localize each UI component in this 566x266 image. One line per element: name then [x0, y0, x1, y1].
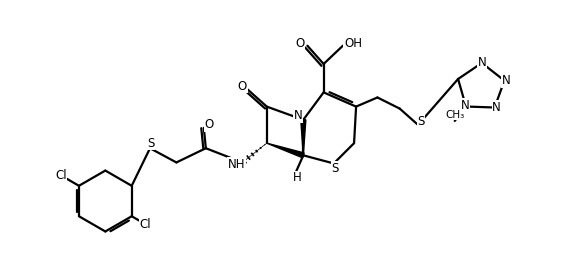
- Text: CH₃: CH₃: [445, 110, 464, 120]
- Text: N: N: [478, 56, 486, 69]
- Text: Cl: Cl: [55, 169, 67, 182]
- Text: N: N: [502, 74, 511, 87]
- Text: S: S: [147, 137, 155, 150]
- Text: N: N: [294, 109, 303, 122]
- Text: H: H: [293, 171, 302, 184]
- Text: O: O: [204, 118, 213, 131]
- Text: N: N: [492, 101, 501, 114]
- Text: N: N: [461, 99, 469, 112]
- Polygon shape: [267, 143, 304, 158]
- Text: NH: NH: [228, 158, 245, 171]
- Text: Cl: Cl: [140, 218, 151, 231]
- Text: S: S: [331, 162, 338, 175]
- Polygon shape: [301, 120, 306, 155]
- Text: S: S: [417, 115, 424, 128]
- Text: O: O: [238, 80, 247, 93]
- Text: O: O: [295, 37, 305, 50]
- Text: OH: OH: [344, 37, 362, 50]
